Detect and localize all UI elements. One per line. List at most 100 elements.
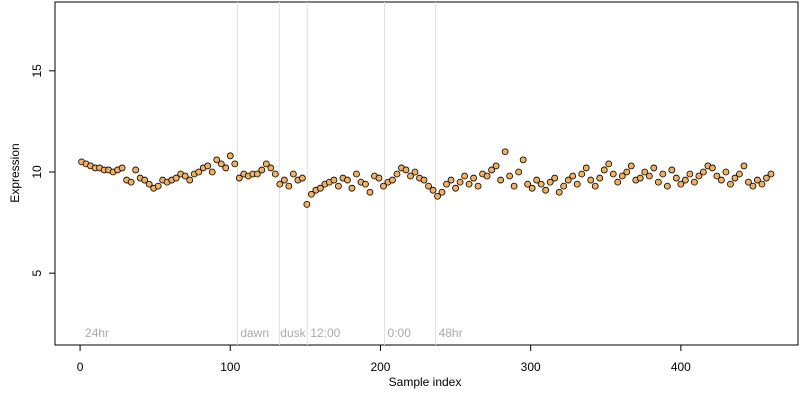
annotation: dawn (240, 326, 269, 340)
x-tick-label: 400 (671, 360, 691, 374)
point (298, 174, 306, 182)
point (749, 182, 757, 190)
y-tick-label: 15 (30, 64, 44, 78)
point (537, 180, 545, 188)
point (587, 176, 595, 184)
point (258, 166, 266, 174)
point (204, 162, 212, 170)
plot-frame (54, 1, 799, 346)
point (483, 172, 491, 180)
point (740, 162, 748, 170)
point (551, 174, 559, 182)
point (492, 162, 500, 170)
point (172, 174, 180, 182)
point (393, 170, 401, 178)
point (690, 178, 698, 186)
point (677, 180, 685, 188)
point (722, 168, 730, 176)
point (353, 170, 360, 178)
point (488, 166, 496, 174)
point (141, 176, 149, 184)
point (564, 176, 572, 184)
point (181, 172, 189, 180)
x-tick-label: 0 (77, 360, 84, 374)
point (528, 184, 536, 192)
point (217, 160, 225, 168)
point (758, 180, 766, 188)
point (226, 152, 234, 160)
point (668, 166, 676, 174)
point (375, 174, 383, 182)
point (614, 178, 622, 186)
point (718, 176, 725, 184)
point (645, 172, 653, 180)
point (452, 184, 459, 192)
point (506, 172, 514, 180)
point (344, 176, 351, 184)
point (420, 176, 428, 184)
point (713, 172, 721, 180)
point (307, 190, 315, 198)
point (767, 170, 775, 178)
point (600, 166, 608, 174)
y-tick-label: 5 (30, 270, 44, 277)
point (763, 174, 770, 182)
point (186, 176, 194, 184)
point (285, 182, 293, 190)
point (222, 164, 230, 172)
point (389, 176, 396, 184)
point (515, 168, 523, 176)
point (708, 164, 716, 172)
point (456, 178, 464, 186)
point (546, 178, 554, 186)
point (411, 168, 419, 176)
point (271, 170, 279, 178)
point (686, 170, 694, 178)
point (276, 180, 284, 188)
annotation: 48hr (439, 326, 463, 340)
point (591, 182, 599, 190)
point (154, 182, 162, 190)
x-axis-label: Sample index (389, 375, 462, 389)
point (335, 182, 342, 190)
point (659, 170, 667, 178)
y-axis-label: Expression (8, 143, 22, 202)
point (542, 186, 550, 194)
annotation: 12:00 (310, 326, 340, 340)
point (132, 166, 140, 174)
point (474, 182, 482, 190)
point (524, 180, 532, 188)
point (623, 168, 631, 176)
point (145, 180, 153, 188)
point (362, 180, 369, 188)
point (380, 182, 387, 190)
point (650, 164, 658, 172)
annotation: dusk (280, 326, 306, 340)
point (736, 170, 743, 178)
point (654, 178, 662, 186)
point (438, 188, 446, 196)
point (425, 182, 432, 190)
point (262, 160, 270, 168)
point (681, 176, 689, 184)
point (727, 180, 734, 188)
point (231, 160, 239, 168)
point (316, 184, 324, 192)
point (235, 174, 243, 182)
point (447, 176, 455, 184)
point (434, 192, 441, 200)
point (533, 176, 541, 184)
point (555, 188, 563, 196)
point (573, 180, 581, 188)
point (501, 148, 509, 156)
point (745, 178, 752, 186)
point (213, 156, 221, 164)
annotation: 24hr (85, 326, 109, 340)
point (609, 170, 617, 178)
point (407, 172, 414, 180)
point (560, 182, 568, 190)
point (253, 170, 261, 178)
x-tick-label: 300 (521, 360, 541, 374)
point (429, 186, 437, 194)
